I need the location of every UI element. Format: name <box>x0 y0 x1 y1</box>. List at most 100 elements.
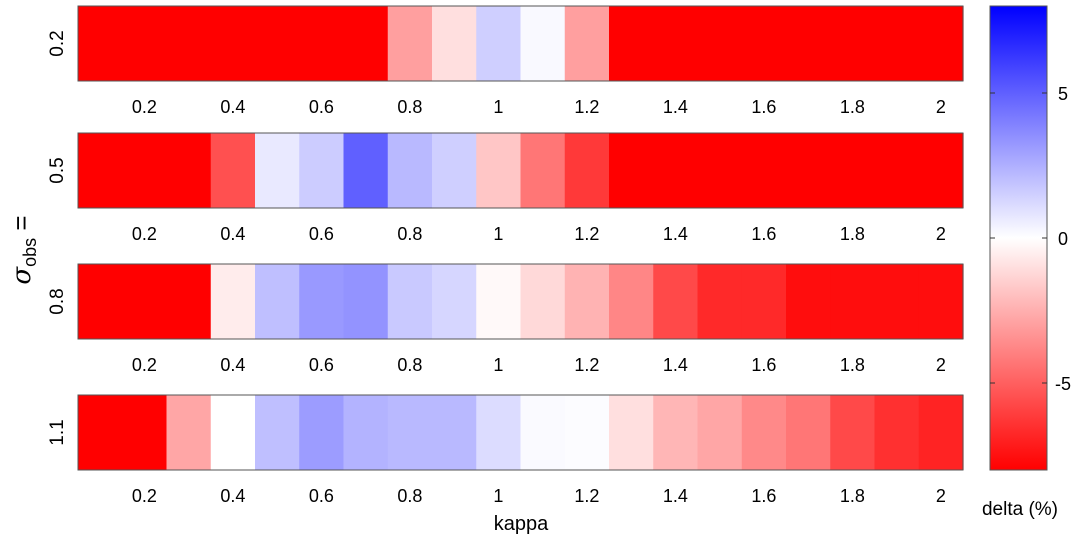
heatmap-cell <box>741 6 787 81</box>
heatmap-cell <box>166 264 212 339</box>
x-tick-label: 0.2 <box>132 224 157 244</box>
x-tick-label: 2 <box>936 224 946 244</box>
x-tick-label: 1.6 <box>751 224 776 244</box>
x-tick-label: 0.4 <box>220 355 245 375</box>
heatmap-cell <box>564 264 610 339</box>
x-tick-label: 1.6 <box>751 97 776 117</box>
x-axis-label: kappa <box>494 513 549 535</box>
heatmap-cell <box>299 6 345 81</box>
x-tick-label: 0.2 <box>132 355 157 375</box>
x-tick-label: 0.4 <box>220 486 245 506</box>
heatmap-cell <box>78 264 123 339</box>
x-tick-label: 1 <box>493 97 503 117</box>
heatmap-cell <box>255 395 300 470</box>
panel-frame <box>77 263 964 340</box>
heatmap-cell <box>830 133 876 208</box>
heatmap-cell <box>476 133 522 208</box>
heatmap-cell <box>387 395 433 470</box>
row-label: 0.5 <box>47 157 68 183</box>
heatmap-cell <box>830 264 876 339</box>
y-axis-label-symbol: σ <box>7 266 37 285</box>
heatmap-cell <box>918 133 964 208</box>
x-tick-label: 1.4 <box>663 486 688 506</box>
x-tick-label: 1.2 <box>574 97 599 117</box>
x-tick-label: 1.2 <box>574 486 599 506</box>
row-label: 0.8 <box>47 288 68 314</box>
heatmap-cell <box>122 133 168 208</box>
colorbar-tick-label: -5 <box>1055 374 1071 394</box>
heatmap-cell <box>741 264 787 339</box>
heatmap-cell <box>653 6 699 81</box>
heatmap-panels: 0.20.2 0.4 0.6 0.8 1 1.2 1.4 1.6 1.8 20.50.2 0.4 0.… <box>47 5 964 506</box>
heatmap-cell <box>830 6 876 81</box>
heatmap-cell <box>166 6 212 81</box>
heatmap-cell <box>343 395 389 470</box>
heatmap-cell <box>520 133 566 208</box>
x-tick-label: 1.6 <box>751 355 776 375</box>
y-axis-label-suffix: = <box>6 215 36 237</box>
heatmap-cell <box>653 133 699 208</box>
heatmap-cell <box>432 264 477 339</box>
y-axis-label-subscript: obs <box>20 238 40 267</box>
x-tick-label: 1 <box>493 224 503 244</box>
heatmap-panel: 0.5 0.2 0.4 0.6 0.8 1 1.2 1.4 1.6 1.8 2 <box>47 132 964 244</box>
heatmap-cell <box>122 395 168 470</box>
x-tick-label: 1.4 <box>663 224 688 244</box>
heatmap-cell <box>343 6 389 81</box>
heatmap-cell <box>874 133 920 208</box>
x-tick-label: 1.8 <box>840 97 865 117</box>
x-tick-label: 1.6 <box>751 486 776 506</box>
x-tick-label: 2 <box>936 97 946 117</box>
heatmap-cell <box>210 6 256 81</box>
x-tick-label: 1.8 <box>840 355 865 375</box>
row-label: 1.1 <box>47 419 68 445</box>
heatmap-cell <box>166 395 212 470</box>
colorbar-tick-label: 5 <box>1058 84 1068 104</box>
heatmap-cell <box>609 133 654 208</box>
heatmap-cell <box>918 395 964 470</box>
heatmap-cell <box>786 133 831 208</box>
x-tick-label: 2 <box>936 486 946 506</box>
heatmap-cell <box>255 6 300 81</box>
x-tick-label: 0.6 <box>309 97 334 117</box>
x-tick-label: 1.4 <box>663 355 688 375</box>
heatmap-cell <box>166 133 212 208</box>
heatmap-cell <box>741 395 787 470</box>
heatmap-cell <box>786 264 831 339</box>
heatmap-cell <box>741 133 787 208</box>
x-tick-label: 1.4 <box>663 97 688 117</box>
heatmap-cell <box>432 395 477 470</box>
heatmap-cell <box>564 6 610 81</box>
panel-frame <box>77 5 964 82</box>
heatmap-cell <box>786 6 831 81</box>
heatmap-cell <box>874 6 920 81</box>
x-tick-label: 1.8 <box>840 486 865 506</box>
panel-frame <box>77 394 964 471</box>
x-tick-label: 1 <box>493 355 503 375</box>
x-tick-label: 0.4 <box>220 224 245 244</box>
heatmap-cell <box>697 264 743 339</box>
heatmap-cell <box>874 395 920 470</box>
heatmap-cell <box>697 6 743 81</box>
heatmap-cell <box>387 264 433 339</box>
x-tick-label: 1.2 <box>574 224 599 244</box>
x-tick-label: 0.8 <box>397 355 422 375</box>
heatmap-cell <box>564 133 610 208</box>
heatmap-cell <box>476 6 522 81</box>
x-tick-label: 1 <box>493 486 503 506</box>
colorbar-gradient <box>989 5 1048 471</box>
heatmap-cell <box>564 395 610 470</box>
x-tick-label: 0.8 <box>397 224 422 244</box>
x-tick-label: 1.2 <box>574 355 599 375</box>
heatmap-cell <box>78 6 123 81</box>
heatmap-cell <box>343 133 389 208</box>
heatmap-cell <box>255 264 300 339</box>
heatmap-cell <box>432 133 477 208</box>
colorbar-label: delta (%) <box>982 499 1058 520</box>
heatmap-cell <box>299 395 345 470</box>
x-tick-label: 0.4 <box>220 97 245 117</box>
panel-frame <box>77 132 964 209</box>
x-tick-label: 2 <box>936 355 946 375</box>
heatmap-cell <box>122 264 168 339</box>
heatmap-cell <box>387 133 433 208</box>
